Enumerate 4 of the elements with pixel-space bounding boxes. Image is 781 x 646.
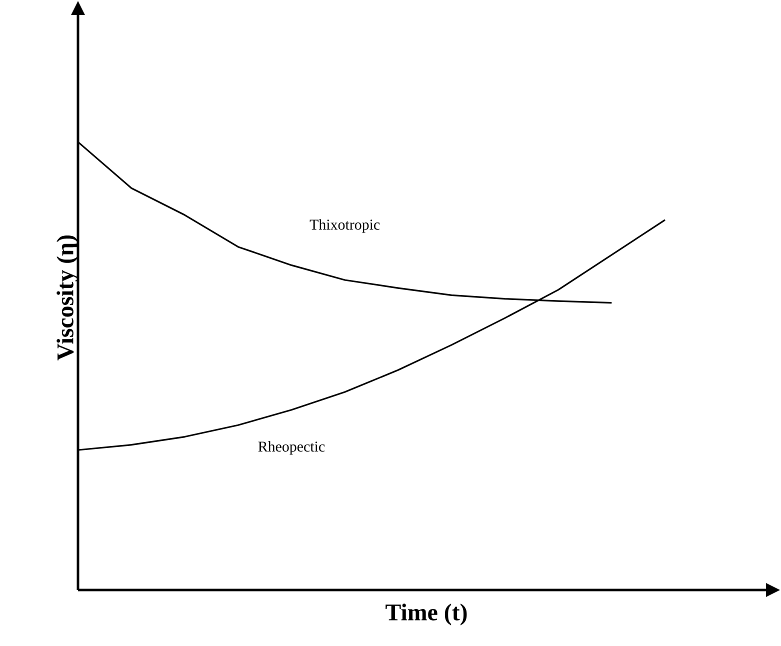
y-axis-title: Viscosity (η) [56, 235, 78, 360]
text: Thixotropic [310, 219, 380, 233]
x-axis-title: Time (t) [386, 604, 467, 626]
series-label: Rheopectic [258, 441, 325, 455]
